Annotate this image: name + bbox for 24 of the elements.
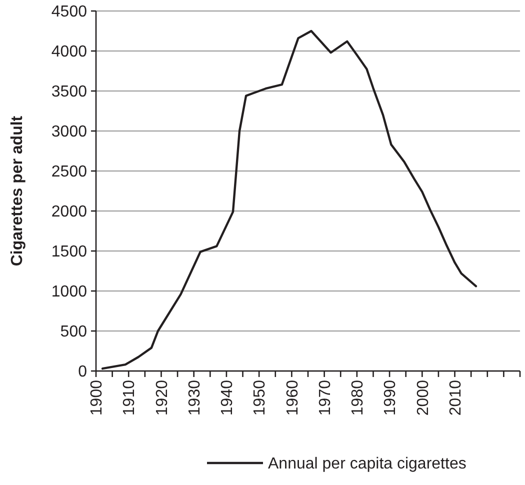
y-tick-label: 2500 <box>51 164 88 181</box>
x-tick-label: 1920 <box>154 380 171 416</box>
y-axis-title: Cigarettes per adult <box>9 115 26 266</box>
x-tick-label: 1940 <box>219 380 236 416</box>
y-tick-label: 500 <box>60 324 88 341</box>
y-tick-label: 3500 <box>51 84 88 101</box>
x-tick-label: 1950 <box>252 380 269 416</box>
y-tick-label: 0 <box>78 364 88 381</box>
y-tick-label: 1500 <box>51 244 88 261</box>
x-tick-label: 2010 <box>447 380 464 416</box>
x-tick-label: 1960 <box>284 380 302 416</box>
x-tick-label: 1980 <box>350 380 367 416</box>
x-tick-label: 1970 <box>316 380 334 416</box>
x-tick-label: 1930 <box>186 380 204 416</box>
y-tick-label: 4500 <box>51 4 88 21</box>
x-tick-label: 1910 <box>121 380 138 416</box>
legend-label: Annual per capita cigarettes <box>268 456 466 473</box>
y-tick-label: 4000 <box>51 44 88 61</box>
y-tick-label: 2000 <box>51 204 88 221</box>
x-tick-label: 2000 <box>414 380 432 416</box>
x-tick-label: 1990 <box>382 380 400 416</box>
y-tick-label: 1000 <box>51 284 88 301</box>
y-tick-label: 3000 <box>51 124 88 141</box>
x-tick-label: 1900 <box>88 380 106 416</box>
